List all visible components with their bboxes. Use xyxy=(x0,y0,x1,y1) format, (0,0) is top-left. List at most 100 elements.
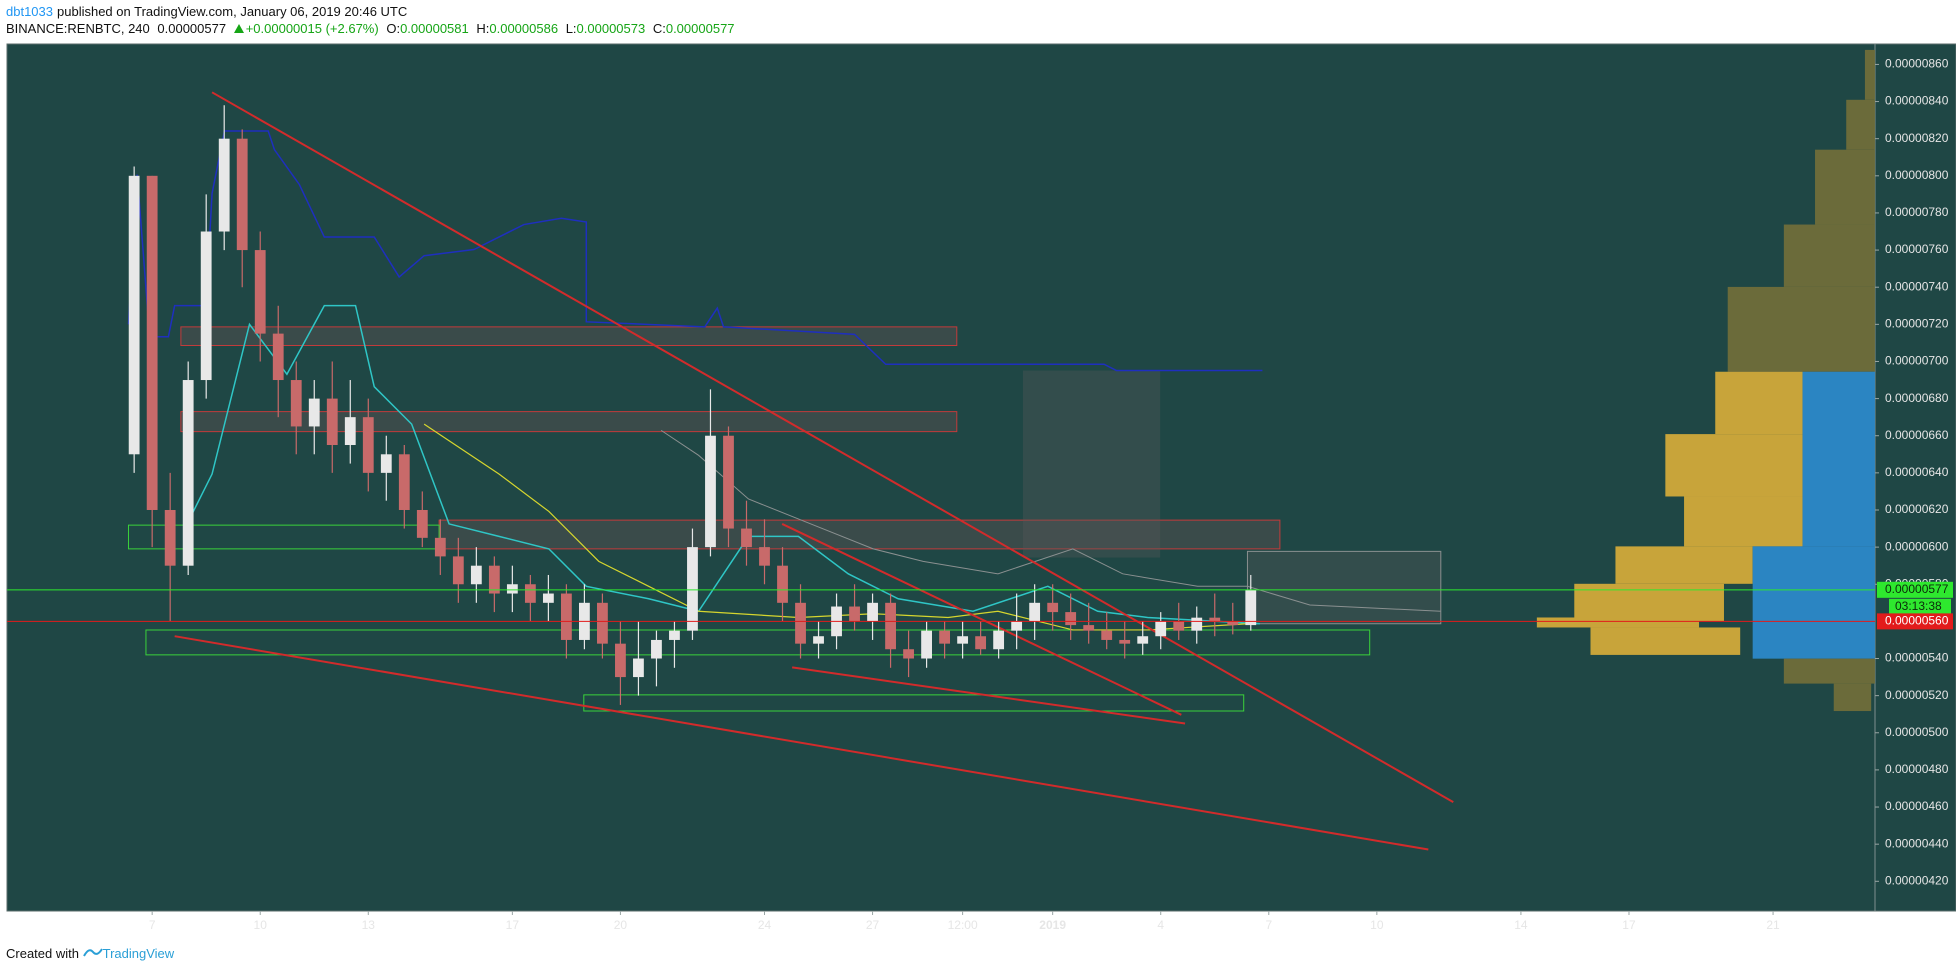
y-tick-label: 0.00000860 xyxy=(1885,57,1949,71)
y-tick-label: 0.00000640 xyxy=(1885,465,1949,479)
candle-body xyxy=(218,138,230,232)
x-tick-label: 7 xyxy=(1265,918,1272,932)
candle-body xyxy=(254,250,266,334)
vp-bar xyxy=(1864,49,1875,100)
y-tick-label: 0.00000740 xyxy=(1885,279,1949,293)
candle-body xyxy=(308,398,320,427)
candle-body xyxy=(1137,636,1149,644)
vp-bar xyxy=(1590,627,1741,655)
lagging-span xyxy=(661,430,1441,611)
y-tick-label: 0.00000760 xyxy=(1885,242,1949,256)
countdown-badge xyxy=(1889,598,1951,615)
x-tick-label: 10 xyxy=(254,918,268,932)
vp-bar xyxy=(1536,617,1700,628)
candle-body xyxy=(723,435,734,529)
level-price-label: 0.00000560 xyxy=(1885,614,1949,628)
published: published on TradingView.com, January 06… xyxy=(57,4,408,19)
last-price-badge xyxy=(1877,581,1953,598)
candle-body xyxy=(488,565,500,594)
candle-body xyxy=(362,417,374,473)
candle-body xyxy=(921,630,932,659)
candle-body xyxy=(741,528,752,548)
y-tick-label: 0.00000700 xyxy=(1885,354,1949,368)
candle-body xyxy=(236,138,248,251)
brand[interactable]: TradingView xyxy=(102,946,175,961)
trend-line xyxy=(782,524,1181,715)
l-key: L: xyxy=(565,21,577,36)
y-tick-label: 0.00000420 xyxy=(1885,873,1949,887)
candle-body xyxy=(669,630,680,640)
candle-body xyxy=(560,593,572,640)
vp-bar xyxy=(1615,546,1753,584)
chart-background xyxy=(6,43,1956,912)
candle-body xyxy=(416,509,428,538)
x-tick-label: 4 xyxy=(1157,918,1164,932)
y-tick-label: 0.00000480 xyxy=(1885,762,1949,776)
candle-body xyxy=(975,636,987,650)
candle-body xyxy=(380,454,392,473)
symbol: BINANCE:RENBTC, 240 xyxy=(6,21,150,36)
header-line-2: BINANCE:RENBTC, 240 0.00000577 +0.000000… xyxy=(6,21,739,36)
y-tick-label: 0.00000440 xyxy=(1885,836,1949,850)
candle-body xyxy=(939,630,951,644)
candle-body xyxy=(867,602,878,622)
vp-bar xyxy=(1815,149,1875,225)
user[interactable]: dbt1033 xyxy=(6,4,53,19)
y-tick-label: 0.00000660 xyxy=(1885,428,1949,442)
trend-line xyxy=(212,92,1453,802)
price: 0.00000577 xyxy=(157,21,227,36)
candle-body xyxy=(398,454,410,510)
vp-bar xyxy=(1833,683,1872,712)
candle-body xyxy=(993,630,1005,650)
level-price-badge xyxy=(1877,613,1953,630)
support-zone xyxy=(584,695,1244,711)
candle-body xyxy=(1173,621,1185,631)
x-tick-label: 21 xyxy=(1766,918,1780,932)
ichimoku-base xyxy=(128,131,1262,371)
candle-body xyxy=(705,435,716,548)
candle-body xyxy=(849,606,860,622)
l-value: 0.00000573 xyxy=(576,21,646,36)
x-tick-label: 27 xyxy=(866,918,880,932)
y-tick-label: 0.00000680 xyxy=(1885,391,1949,405)
vp-bar xyxy=(1665,434,1803,497)
candle-body xyxy=(344,417,356,446)
candle-body xyxy=(597,602,608,644)
x-tick-label: 24 xyxy=(758,918,772,932)
candle-body xyxy=(1245,589,1257,626)
candle-body xyxy=(182,380,194,566)
candle-body xyxy=(1191,617,1203,631)
candle-body xyxy=(1011,621,1023,631)
o-key: O: xyxy=(386,21,401,36)
vp-bar xyxy=(1783,224,1875,287)
x-tick-label: 10 xyxy=(1370,918,1384,932)
candle-body xyxy=(903,649,914,659)
change: +0.00000015 (+2.67%) xyxy=(245,21,379,36)
ichimoku-conversion xyxy=(187,306,1260,624)
resistance-zone xyxy=(181,412,957,432)
candle-body xyxy=(1065,612,1077,626)
y-tick-label: 0.00000720 xyxy=(1885,317,1949,331)
cloud xyxy=(1247,551,1440,623)
candle-body xyxy=(1119,639,1131,644)
trend-line xyxy=(792,667,1185,723)
candle-body xyxy=(1047,602,1059,613)
x-tick-label: 2019 xyxy=(1039,918,1066,932)
brand-logo xyxy=(82,948,103,957)
resistance-zone xyxy=(439,520,1280,549)
x-tick-label: 12:00 xyxy=(948,918,978,932)
y-tick-label: 0.00000500 xyxy=(1885,725,1949,739)
vp-bar xyxy=(1802,371,1875,547)
candle-body xyxy=(434,537,446,557)
candle-body xyxy=(633,658,644,678)
support-zone xyxy=(146,630,1370,655)
candle-body xyxy=(542,593,554,603)
y-tick-label: 0.00000800 xyxy=(1885,168,1949,182)
y-tick-label: 0.00000620 xyxy=(1885,502,1949,516)
candle-body xyxy=(524,584,536,603)
candle-body xyxy=(885,602,896,650)
vp-bar xyxy=(1727,286,1875,372)
candle-body xyxy=(1083,625,1095,631)
c-value: 0.00000577 xyxy=(665,21,735,36)
vp-bar xyxy=(1752,546,1875,659)
